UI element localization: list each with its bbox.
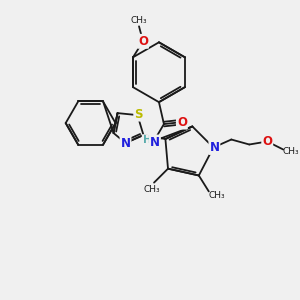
Text: S: S [134, 108, 143, 121]
Text: CH₃: CH₃ [283, 147, 299, 156]
Text: O: O [262, 135, 272, 148]
Text: CH₃: CH₃ [131, 16, 147, 25]
Text: O: O [177, 116, 187, 129]
Text: CH₃: CH₃ [144, 185, 160, 194]
Text: CH₃: CH₃ [208, 191, 225, 200]
Text: N: N [150, 136, 160, 148]
Text: N: N [121, 136, 130, 149]
Text: N: N [209, 141, 219, 154]
Text: H: H [142, 135, 151, 145]
Text: O: O [138, 35, 148, 48]
